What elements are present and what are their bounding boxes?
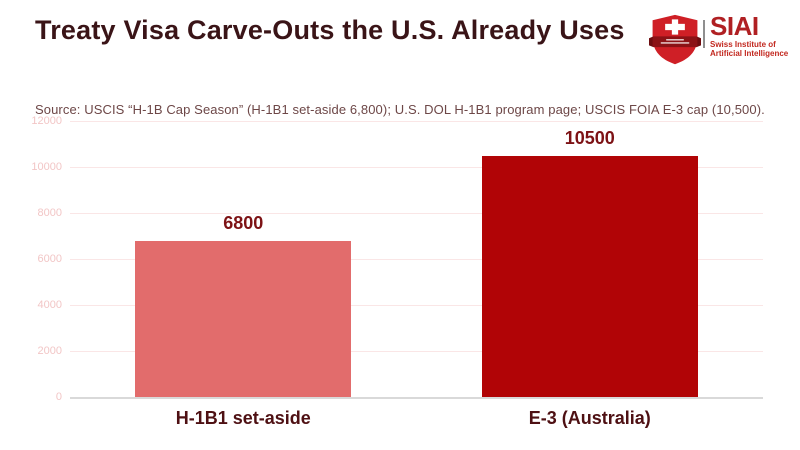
siai-logo: SIAI Swiss Institute of Artificial Intel… xyxy=(646,12,796,70)
bar-h-1b1-set-aside xyxy=(135,240,352,397)
y-tick-label: 6000 xyxy=(37,253,62,265)
y-tick-label: 2000 xyxy=(37,345,62,357)
y-tick-label: 8000 xyxy=(37,207,62,219)
bar-value-label: 10500 xyxy=(564,127,615,148)
source-note: Source: USCIS “H-1B Cap Season” (H-1B1 s… xyxy=(35,102,765,117)
logo-tagline-line2: Artificial Intelligence xyxy=(710,49,789,58)
logo-text: SIAI Swiss Institute of Artificial Intel… xyxy=(710,12,788,58)
swiss-shield-icon xyxy=(649,14,701,65)
y-gridline xyxy=(70,121,763,122)
bar-e-3-australia- xyxy=(481,155,698,397)
y-tick-label: 12000 xyxy=(31,115,62,127)
logo-divider xyxy=(703,20,705,48)
bar-value-label: 6800 xyxy=(223,212,264,233)
y-gridline xyxy=(70,213,763,214)
x-category-label: H-1B1 set-aside xyxy=(175,408,311,428)
x-category-label: E-3 (Australia) xyxy=(528,408,651,428)
page-title: Treaty Visa Carve-Outs the U.S. Already … xyxy=(35,15,625,45)
logo-tagline-line1: Swiss Institute of xyxy=(710,40,776,49)
y-gridline xyxy=(70,259,763,260)
bar-chart: 0 2000 4000 6000 8000 10000 12000 6800 H-1B1 set… xyxy=(0,115,763,428)
y-gridline xyxy=(70,305,763,306)
y-gridline xyxy=(70,351,763,352)
logo-wordmark: SIAI xyxy=(710,11,759,41)
y-tick-label: 4000 xyxy=(37,299,62,311)
y-gridline xyxy=(70,167,763,168)
y-tick-label: 10000 xyxy=(31,161,62,173)
x-axis-line xyxy=(70,397,763,399)
y-tick-label: 0 xyxy=(55,391,62,403)
